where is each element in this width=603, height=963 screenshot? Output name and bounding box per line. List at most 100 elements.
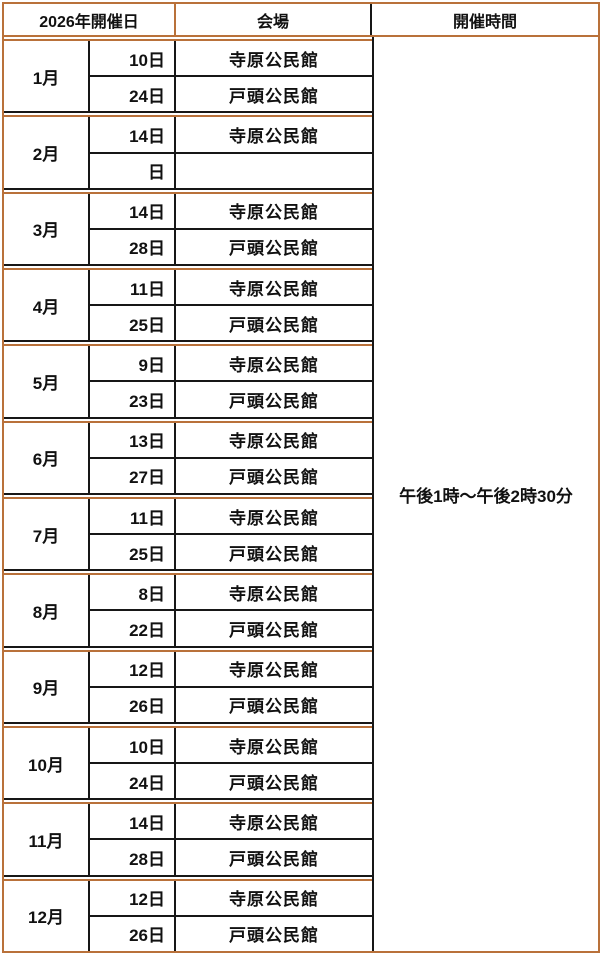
month-cell: 3月	[4, 193, 90, 264]
day-cell: 24日	[90, 764, 176, 799]
day-cell: 14日	[90, 193, 176, 228]
month-rows: 12日 寺原公民館 26日 戸頭公民館	[90, 651, 372, 722]
day-cell: 26日	[90, 916, 176, 951]
day-cell: 12日	[90, 880, 176, 915]
session-row: 8日 寺原公民館	[90, 575, 372, 612]
month-block: 12月 12日 寺原公民館 26日 戸頭公民館	[4, 878, 372, 951]
day-cell: 10日	[90, 41, 176, 76]
day-cell: 22日	[90, 611, 176, 646]
month-rows: 10日 寺原公民館 24日 戸頭公民館	[90, 727, 372, 799]
session-row: 25日 戸頭公民館	[90, 535, 372, 570]
day-cell: 27日	[90, 458, 176, 493]
month-block: 7月 11日 寺原公民館 25日 戸頭公民館	[4, 496, 372, 572]
venue-cell: 寺原公民館	[229, 508, 319, 528]
month-block: 5月 9日 寺原公民館 23日 戸頭公民館	[4, 344, 372, 419]
session-row: 12日 寺原公民館	[90, 880, 372, 917]
month-rows: 9日 寺原公民館 23日 戸頭公民館	[90, 346, 372, 417]
month-block: 1月 10日 寺原公民館 24日 戸頭公民館	[4, 39, 372, 114]
month-block: 10月 10日 寺原公民館 24日 戸頭公民館	[4, 725, 372, 801]
month-block: 8月 8日 寺原公民館 22日 戸頭公民館	[4, 573, 372, 648]
venue-cell: 寺原公民館	[229, 584, 319, 604]
venue-cell: 寺原公民館	[229, 126, 319, 146]
venue-cell: 寺原公民館	[229, 355, 319, 375]
month-rows: 8日 寺原公民館 22日 戸頭公民館	[90, 575, 372, 646]
day-cell: 13日	[90, 422, 176, 457]
day-cell: 12日	[90, 651, 176, 686]
venue-cell	[176, 154, 372, 188]
day-cell: 14日	[90, 804, 176, 839]
venue-cell: 寺原公民館	[229, 890, 319, 910]
month-rows: 13日 寺原公民館 27日 戸頭公民館	[90, 422, 372, 493]
month-block: 4月 11日 寺原公民館 25日 戸頭公民館	[4, 267, 372, 343]
session-row: 28日 戸頭公民館	[90, 840, 372, 875]
month-block: 6月 13日 寺原公民館 27日 戸頭公民館	[4, 420, 372, 495]
session-row: 25日 戸頭公民館	[90, 306, 372, 341]
session-row: 日	[90, 153, 372, 188]
session-row: 11日 寺原公民館	[90, 269, 372, 307]
session-row: 27日 戸頭公民館	[90, 458, 372, 493]
session-row: 12日 寺原公民館	[90, 651, 372, 688]
venue-cell: 戸頭公民館	[229, 850, 319, 870]
month-block: 3月 14日 寺原公民館 28日 戸頭公民館	[4, 191, 372, 266]
month-cell: 12月	[4, 880, 90, 951]
month-block: 11月 14日 寺原公民館 28日 戸頭公民館	[4, 802, 372, 877]
venue-cell: 寺原公民館	[229, 50, 319, 70]
month-rows: 14日 寺原公民館 28日 戸頭公民館	[90, 193, 372, 264]
month-cell: 6月	[4, 422, 90, 493]
session-row: 14日 寺原公民館	[90, 117, 372, 154]
venue-cell: 戸頭公民館	[229, 773, 319, 793]
session-row: 24日 戸頭公民館	[90, 764, 372, 799]
venue-cell: 戸頭公民館	[229, 926, 319, 946]
venue-cell: 戸頭公民館	[229, 392, 319, 412]
venue-cell: 戸頭公民館	[229, 621, 319, 641]
session-row: 28日 戸頭公民館	[90, 229, 372, 264]
month-rows: 11日 寺原公民館 25日 戸頭公民館	[90, 269, 372, 341]
session-row: 14日 寺原公民館	[90, 193, 372, 230]
day-cell: 11日	[90, 498, 176, 534]
day-cell: 25日	[90, 535, 176, 570]
session-row: 14日 寺原公民館	[90, 804, 372, 841]
month-cell: 11月	[4, 804, 90, 875]
session-row: 10日 寺原公民館	[90, 727, 372, 765]
venue-cell: 戸頭公民館	[229, 86, 319, 106]
month-cell: 7月	[4, 498, 90, 570]
venue-cell: 寺原公民館	[229, 279, 319, 299]
day-cell: 日	[90, 153, 176, 188]
session-row: 10日 寺原公民館	[90, 41, 372, 78]
month-cell: 4月	[4, 269, 90, 341]
month-cell: 2月	[4, 117, 90, 188]
session-row: 24日 戸頭公民館	[90, 77, 372, 112]
venue-cell: 寺原公民館	[229, 203, 319, 223]
table-body: 1月 10日 寺原公民館 24日 戸頭公民館 2月 14日 寺原公民館 日	[4, 37, 598, 951]
month-cell: 8月	[4, 575, 90, 646]
day-cell: 26日	[90, 687, 176, 722]
schedule-table: 2026年開催日 会場 開催時間 1月 10日 寺原公民館 24日 戸頭公民館 …	[2, 2, 600, 953]
month-cell: 10月	[4, 727, 90, 799]
day-cell: 9日	[90, 346, 176, 381]
month-rows: 14日 寺原公民館 28日 戸頭公民館	[90, 804, 372, 875]
session-row: 13日 寺原公民館	[90, 422, 372, 459]
session-row: 26日 戸頭公民館	[90, 687, 372, 722]
day-cell: 24日	[90, 77, 176, 112]
schedule-body-left: 1月 10日 寺原公民館 24日 戸頭公民館 2月 14日 寺原公民館 日	[4, 37, 372, 951]
month-block: 9月 12日 寺原公民館 26日 戸頭公民館	[4, 649, 372, 724]
session-row: 9日 寺原公民館	[90, 346, 372, 383]
venue-cell: 戸頭公民館	[229, 697, 319, 717]
table-header-row: 2026年開催日 会場 開催時間	[4, 4, 598, 37]
venue-cell: 寺原公民館	[229, 432, 319, 452]
venue-cell: 寺原公民館	[229, 661, 319, 681]
day-cell: 23日	[90, 382, 176, 417]
header-time-column: 開催時間	[452, 13, 517, 31]
venue-cell: 戸頭公民館	[229, 239, 319, 259]
session-row: 11日 寺原公民館	[90, 498, 372, 536]
venue-cell: 戸頭公民館	[229, 544, 319, 564]
session-row: 22日 戸頭公民館	[90, 611, 372, 646]
session-row: 23日 戸頭公民館	[90, 382, 372, 417]
venue-cell: 寺原公民館	[229, 813, 319, 833]
day-cell: 28日	[90, 840, 176, 875]
month-cell: 5月	[4, 346, 90, 417]
day-cell: 11日	[90, 269, 176, 305]
venue-cell: 戸頭公民館	[229, 468, 319, 488]
venue-cell: 寺原公民館	[229, 737, 319, 757]
session-row: 26日 戸頭公民館	[90, 916, 372, 951]
